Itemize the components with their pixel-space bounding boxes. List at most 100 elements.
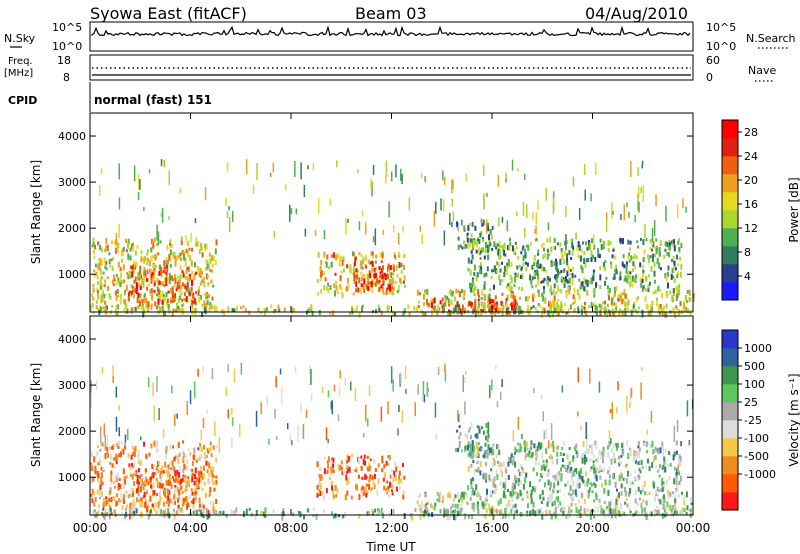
velocity-cell [549, 454, 552, 460]
velocity-cell [635, 452, 638, 459]
power-cell [541, 243, 544, 248]
power-cell [553, 237, 556, 243]
velocity-cell [496, 474, 499, 481]
power-cell [441, 308, 444, 314]
velocity-cell [439, 509, 442, 513]
velocity-cell [154, 472, 157, 476]
velocity-cell [678, 480, 681, 485]
power-cell [362, 274, 365, 278]
velocity-cell [181, 490, 184, 494]
power-cell [554, 246, 557, 250]
velocity-cell [540, 474, 543, 479]
velocity-cell [132, 490, 135, 497]
velocity-cell [225, 513, 228, 518]
velocity-cell [510, 454, 513, 458]
power-cell [136, 244, 139, 249]
velocity-cell [218, 436, 221, 453]
velocity-cell [362, 491, 365, 496]
power-cell [198, 286, 200, 293]
velocity-cell [436, 498, 439, 502]
power-cell [675, 295, 678, 301]
power-cell [669, 290, 672, 295]
power-cell [499, 244, 502, 249]
power-cell [117, 304, 119, 310]
power-cell [563, 303, 566, 307]
velocity-cell [499, 511, 502, 515]
velocity-cell [480, 446, 483, 452]
power-cell [111, 279, 114, 285]
power-cell [670, 273, 673, 280]
velocity-cell [500, 391, 502, 400]
velocity-cell [416, 500, 419, 505]
nsky-label: N.Sky [4, 32, 36, 45]
power-cell [570, 257, 573, 260]
power-cell [525, 267, 528, 272]
velocity-cell [662, 446, 665, 452]
velocity-cell [637, 440, 640, 446]
velocity-cell [612, 509, 614, 515]
velocity-cell [663, 456, 666, 462]
power-cell [592, 275, 595, 281]
power-cell [642, 269, 645, 275]
velocity-cell [456, 511, 459, 517]
power-cell [547, 280, 550, 287]
velocity-cell [602, 451, 605, 457]
power-cell [174, 256, 177, 262]
velocity-cell [394, 475, 397, 482]
power-cell [424, 311, 427, 316]
power-cell [595, 282, 597, 288]
velocity-cell [488, 503, 491, 510]
velocity-cell [512, 429, 515, 442]
power-cell [679, 256, 682, 261]
velocity-cell [538, 509, 541, 514]
velocity-cell [507, 489, 509, 492]
power-cell [150, 280, 153, 284]
velocity-cell [543, 431, 545, 440]
power-cell [381, 274, 384, 280]
power-cell [416, 289, 419, 296]
power-cell [491, 269, 493, 273]
velocity-cell [514, 446, 517, 452]
velocity-cell [94, 496, 97, 502]
power-cell [137, 292, 140, 298]
power-cell [396, 273, 399, 278]
velocity-cell [354, 388, 357, 401]
power-cell [529, 274, 531, 281]
power-cell [461, 246, 464, 250]
power-colorbar-frame [721, 119, 739, 301]
velocity-cell [173, 493, 176, 500]
power-cell [617, 298, 620, 301]
velocity-cell [186, 401, 188, 415]
velocity-cell [327, 439, 329, 443]
velocity-cell [167, 502, 170, 507]
velocity-cell [664, 449, 667, 453]
velocity-cell [478, 426, 481, 431]
velocity-cell [310, 393, 313, 402]
velocity-cell [592, 460, 595, 464]
power-cell [189, 255, 192, 262]
velocity-cell [151, 503, 154, 508]
power-cell [346, 264, 349, 269]
power-cell [195, 237, 198, 243]
power-cell [382, 229, 384, 235]
velocity-cell [199, 458, 202, 462]
velocity-cell [478, 447, 481, 452]
velocity-cell [659, 447, 662, 454]
velocity-cell [676, 419, 679, 432]
power-cell [584, 302, 586, 305]
velocity-cell [491, 490, 494, 494]
power-cell [149, 289, 152, 294]
power-cell [178, 288, 181, 293]
velocity-cell [189, 495, 192, 500]
velocity-cell [361, 476, 364, 480]
power-cell [196, 241, 199, 247]
velocity-cell [133, 510, 136, 516]
velocity-cell [662, 484, 665, 491]
power-cell [181, 298, 184, 302]
velocity-cell [173, 468, 175, 471]
power-cell [500, 307, 502, 313]
power-cell [606, 303, 609, 307]
velocity-cell [514, 510, 517, 514]
power-cell [456, 302, 459, 308]
